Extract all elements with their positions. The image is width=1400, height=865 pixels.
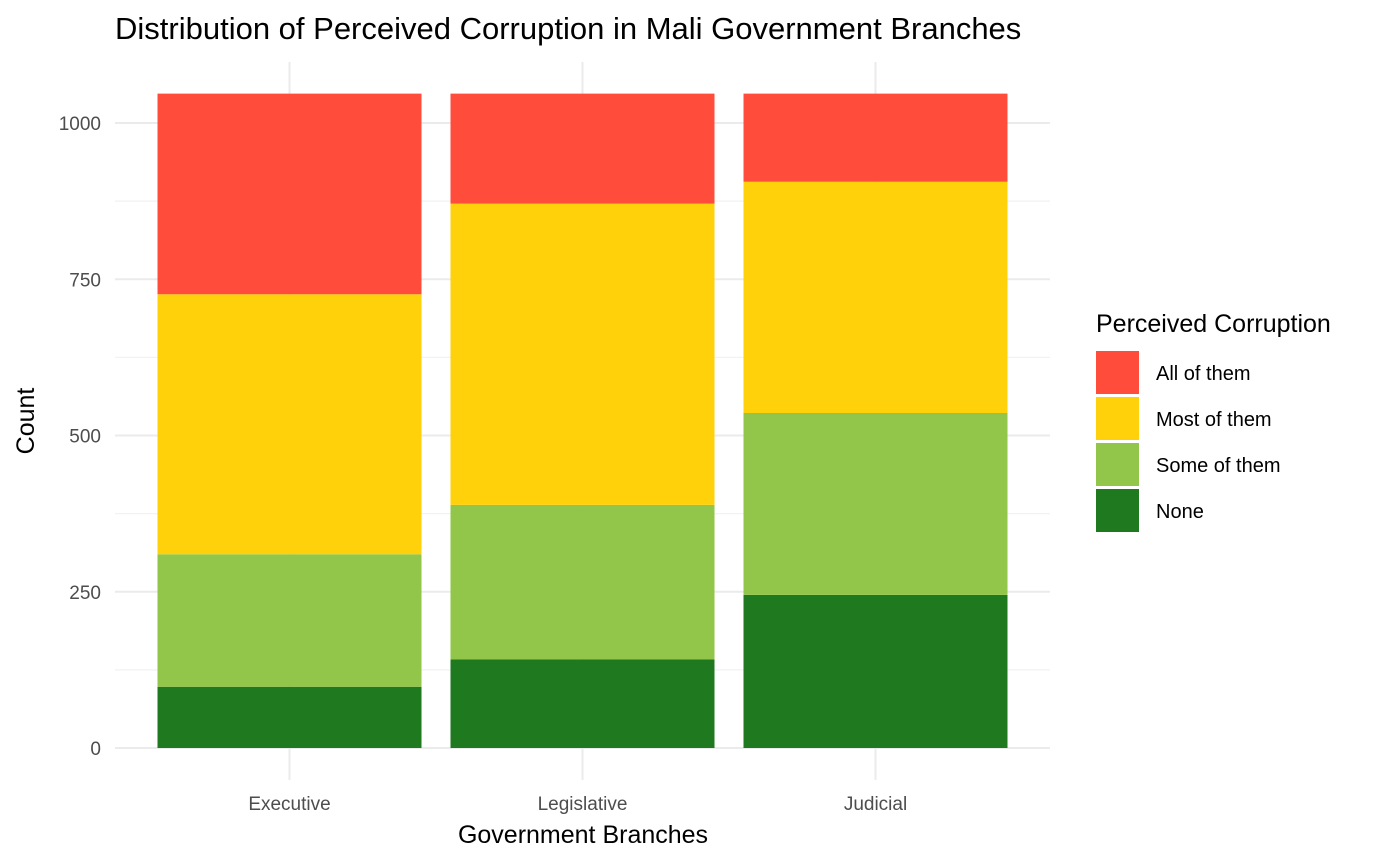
y-axis-ticks: 0 250 500 750 1000 [59,114,101,760]
bar-segment-all-of-them [450,93,715,204]
x-tick-label: Judicial [844,794,907,815]
x-axis-title: Government Branches [458,821,708,849]
y-axis-title: Count [12,388,40,455]
legend-swatch [1096,397,1139,440]
legend-label: Most of them [1156,409,1272,431]
legend-label: All of them [1156,363,1250,385]
x-axis-ticks: Executive Legislative Judicial [248,794,907,815]
legend-item: Most of them [1096,397,1272,440]
legend: Perceived Corruption All of them Most of … [1096,310,1331,532]
bar-segment-all-of-them [743,93,1008,182]
legend-title: Perceived Corruption [1096,310,1331,338]
y-tick-label: 250 [69,583,101,604]
legend-item: All of them [1096,351,1250,394]
legend-label: None [1156,501,1204,523]
bar-stack-judicial [743,93,1008,748]
legend-swatch [1096,443,1139,486]
x-tick-label: Legislative [538,794,628,815]
bar-segment-none [743,594,1008,748]
legend-item: None [1096,489,1204,532]
bar-segment-all-of-them [157,93,422,295]
bar-segment-some-of-them [450,504,715,660]
x-tick-label: Executive [248,794,330,815]
bar-segment-most-of-them [450,203,715,505]
bar-segment-some-of-them [157,554,422,687]
y-tick-label: 0 [90,739,101,760]
legend-swatch [1096,351,1139,394]
bar-segment-most-of-them [157,294,422,555]
bar-stack-legislative [450,93,715,748]
legend-items: All of them Most of them Some of them None [1096,351,1281,532]
legend-label: Some of them [1156,455,1281,477]
bars [157,93,1008,748]
legend-swatch [1096,489,1139,532]
bar-segment-none [450,659,715,748]
legend-item: Some of them [1096,443,1281,486]
bar-segment-none [157,686,422,748]
y-tick-label: 750 [69,270,101,291]
bar-segment-some-of-them [743,413,1008,595]
bar-segment-most-of-them [743,181,1008,413]
bar-stack-executive [157,93,422,748]
chart-title: Distribution of Perceived Corruption in … [115,11,1021,46]
y-tick-label: 500 [69,427,101,448]
y-tick-label: 1000 [59,114,101,135]
